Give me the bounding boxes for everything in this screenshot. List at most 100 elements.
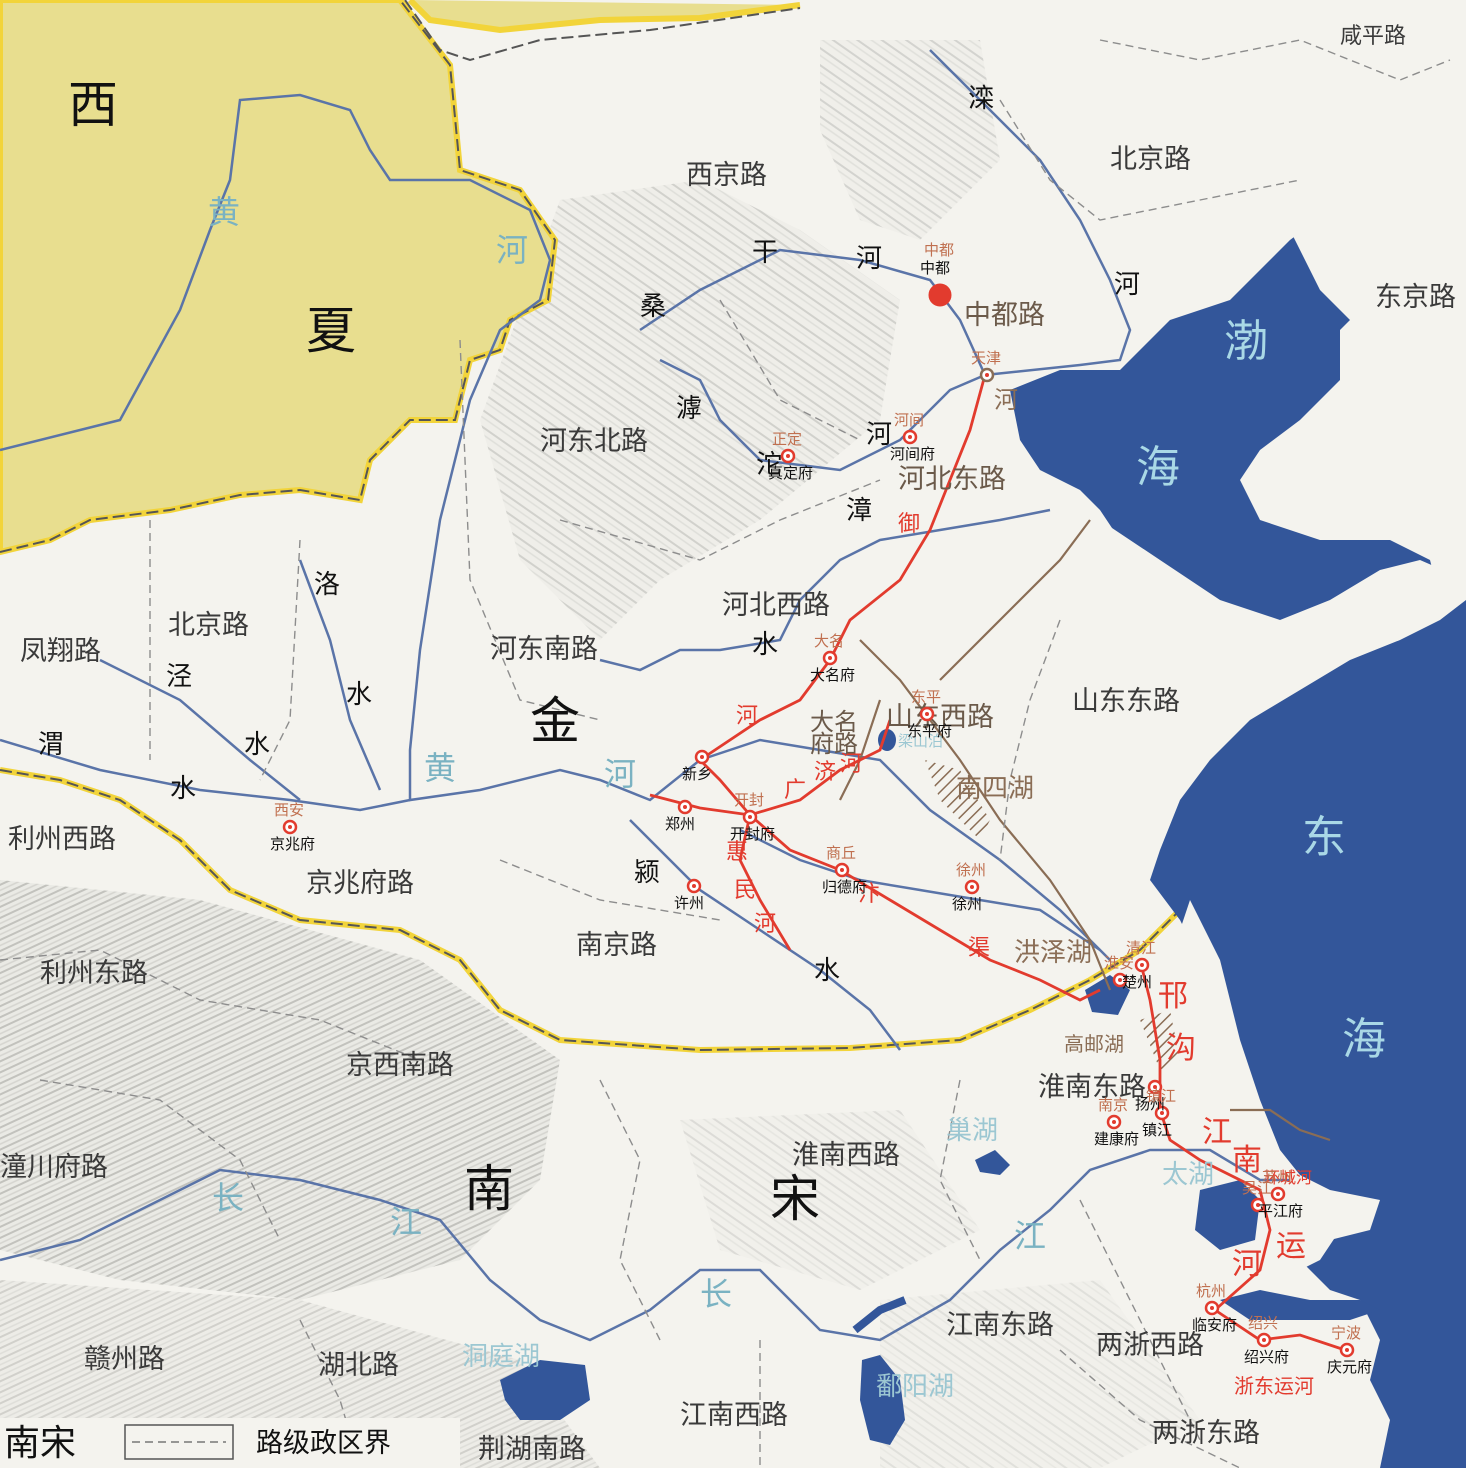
region-hubei: 湖北路 bbox=[318, 1350, 399, 1381]
lake-taihu: 太湖 bbox=[1162, 1160, 1215, 1190]
canal-guangji-3: 济 bbox=[814, 760, 837, 785]
region-jingxi-south: 京西南路 bbox=[346, 1050, 454, 1081]
xixia-border-dash bbox=[0, 0, 557, 553]
region-liangzhe-east: 两浙东路 bbox=[1152, 1418, 1260, 1449]
city-xuzhou-name: 徐州 bbox=[952, 895, 983, 913]
jiangnan-relief bbox=[880, 1280, 1200, 1468]
region-ganzhou: 赣州路 bbox=[84, 1344, 165, 1375]
canal-huimin-2: 民 bbox=[734, 878, 757, 903]
city-zhenjiang-marker bbox=[1154, 1105, 1170, 1121]
city-jiankang-name: 建康府 bbox=[1094, 1130, 1140, 1148]
river-hutuo-3: 河 bbox=[866, 420, 893, 450]
region-hebei-east: 河北东路 bbox=[898, 464, 1006, 495]
wei-river bbox=[0, 738, 411, 812]
city-zhenjiang-name: 镇江 bbox=[1142, 1121, 1173, 1139]
city-qingyuan-marker bbox=[1339, 1342, 1355, 1358]
canal-huimin-3: 河 bbox=[754, 912, 777, 937]
river-zhang-1: 漳 bbox=[846, 496, 873, 526]
city-guide-name: 归德府 bbox=[822, 878, 868, 896]
liaodong-peninsula bbox=[1290, 160, 1466, 380]
region-jiangnan-west: 江南西路 bbox=[680, 1400, 788, 1431]
region-beijing-west: 北京路 bbox=[168, 610, 249, 641]
city-pingjiang-modern-name: 苏州 bbox=[1262, 1168, 1293, 1186]
river-sang-3: 河 bbox=[856, 244, 883, 274]
city-xuzhou-modern-name: 徐州 bbox=[956, 861, 987, 879]
city-chuzhou-name: 楚州 bbox=[1122, 973, 1153, 991]
city-zhongdu-name: 中都 bbox=[920, 259, 951, 277]
river-hutuo-2: 沱 bbox=[756, 450, 783, 480]
region-lizhou-east: 利州东路 bbox=[40, 958, 148, 989]
luo-river bbox=[298, 559, 382, 791]
sui-river bbox=[739, 828, 1101, 952]
sea-donghai-2: 海 bbox=[1342, 1014, 1386, 1065]
xixia-label-2: 夏 bbox=[306, 302, 356, 360]
river-jing-2: 水 bbox=[244, 730, 271, 760]
canal-guangji-2: 广 bbox=[784, 778, 807, 803]
river-changjiang-2: 江 bbox=[390, 1203, 423, 1241]
river-wei-2: 水 bbox=[170, 774, 197, 804]
hutuo-river bbox=[659, 358, 986, 472]
zhedong-canal bbox=[1214, 1308, 1346, 1352]
city-zhending-name: 真定府 bbox=[768, 464, 814, 482]
city-wujiang-modern-name: 吴江 bbox=[1242, 1179, 1273, 1197]
city-shaoxing-marker bbox=[1256, 1332, 1272, 1348]
region-jiangnan-east: 江南东路 bbox=[946, 1310, 1054, 1341]
region-xijing: 西京路 bbox=[686, 160, 767, 191]
canal-jiangnan-2: 南 bbox=[1232, 1143, 1262, 1178]
dabie-relief bbox=[680, 1110, 980, 1290]
river-huanghe-s-1: 黄 bbox=[424, 749, 457, 787]
region-liangzhe-west: 两浙西路 bbox=[1096, 1330, 1204, 1361]
city-zhending-marker bbox=[780, 448, 796, 464]
sea-donghai-1: 东 bbox=[1302, 812, 1346, 863]
yanshan-relief bbox=[820, 40, 1000, 240]
bian-canal bbox=[749, 813, 1101, 1002]
city-guide-modern-name: 商丘 bbox=[826, 844, 857, 862]
river-hutuo-1: 滹 bbox=[676, 394, 703, 424]
sea bbox=[1010, 180, 1466, 1468]
sea-bohai-2: 海 bbox=[1136, 442, 1180, 493]
city-xuzhou_henan-marker bbox=[686, 878, 702, 894]
hangzhou-bay bbox=[1220, 1290, 1380, 1320]
region-daming-2: 府路 bbox=[810, 730, 858, 758]
guangji-canal bbox=[649, 719, 892, 817]
river-wei-1: 渭 bbox=[38, 730, 65, 760]
region-zhongdu: 中都路 bbox=[964, 300, 1045, 331]
sea-bohai-1: 渤 bbox=[1224, 316, 1268, 367]
city-guide-marker bbox=[834, 862, 850, 878]
region-hedong-south: 河东南路 bbox=[490, 634, 598, 665]
lake-chaohu: 巢湖 bbox=[946, 1116, 999, 1146]
city-zhending-modern-name: 正定 bbox=[772, 430, 803, 448]
city-linan-marker bbox=[1204, 1300, 1220, 1316]
luan-river bbox=[929, 49, 1132, 377]
lake-hongzehu: 洪泽湖 bbox=[1014, 938, 1093, 968]
city-jingzhao-modern-name: 西安 bbox=[274, 801, 305, 819]
canal-guangji-4: 河 bbox=[840, 752, 863, 777]
legend: 南宋 路级政区界 bbox=[0, 1418, 460, 1468]
legend-boundary-swatch bbox=[124, 1424, 234, 1460]
north-border-dash bbox=[404, 0, 801, 62]
river-sang-1: 桑 bbox=[640, 292, 667, 322]
xinxiang-kaifeng bbox=[699, 759, 752, 816]
city-zhengzhou-name: 郑州 bbox=[665, 815, 696, 833]
sanggan-river bbox=[639, 248, 987, 376]
canal-hangou-1: 邗 bbox=[1158, 979, 1188, 1014]
canal-huancheng: 环城河 bbox=[1264, 1168, 1313, 1187]
poyang-lake bbox=[860, 1355, 905, 1445]
canal-huimin-1: 惠 bbox=[726, 840, 749, 865]
city-tianjin-marker bbox=[979, 367, 995, 383]
city-qingjiang_small-marker bbox=[1112, 972, 1128, 988]
city-qingyuan-modern-name: 宁波 bbox=[1331, 1324, 1362, 1342]
city-dongping-modern-name: 东平 bbox=[911, 688, 942, 706]
region-beijing-north: 北京路 bbox=[1110, 144, 1191, 175]
city-wujiang-marker bbox=[1250, 1197, 1266, 1213]
river-luo-2: 水 bbox=[346, 680, 373, 710]
region-shandong-east: 山东东路 bbox=[1072, 686, 1180, 717]
river-changjiang-1: 长 bbox=[212, 1179, 245, 1217]
river-chaohe: 河 bbox=[1114, 270, 1141, 300]
river-ying: 颍 bbox=[634, 858, 661, 888]
city-dongping-name: 东平府 bbox=[907, 722, 953, 740]
lake-gaoyouhu: 高邮湖 bbox=[1064, 1032, 1124, 1056]
river-sui: 水 bbox=[814, 956, 841, 986]
jiangsu-coast bbox=[1170, 900, 1340, 1270]
